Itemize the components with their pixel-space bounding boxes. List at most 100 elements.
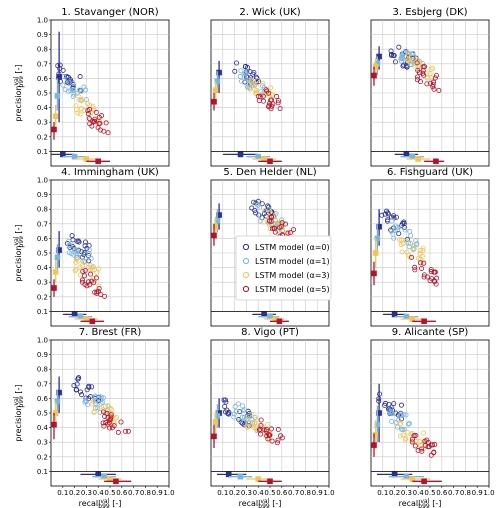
precision-median-marker <box>372 63 379 70</box>
x-tick-label: 0.7 <box>288 489 299 497</box>
x-tick-label: 0.9 <box>312 489 323 497</box>
precision-median-marker <box>54 398 61 405</box>
data-point <box>431 278 437 284</box>
x-label-sub: p99 <box>98 503 110 508</box>
data-point <box>263 213 269 219</box>
y-tick-label: 0.9 <box>37 31 48 39</box>
data-point <box>291 227 297 233</box>
data-point <box>418 260 424 266</box>
data-point <box>237 418 243 424</box>
data-point <box>80 268 86 274</box>
data-point <box>424 81 430 87</box>
recall-median-marker <box>403 473 410 480</box>
subplot-1: 1. Stavanger (NOR) 0.1 0.2 0.3 0.4 0.5 0.6 0.7 0… <box>13 7 170 167</box>
data-point <box>264 433 270 439</box>
data-point <box>255 93 261 99</box>
data-point <box>247 77 253 83</box>
data-point <box>236 417 242 423</box>
y-label-sub: p99 <box>18 236 25 248</box>
data-point <box>407 62 413 68</box>
data-point <box>231 414 237 420</box>
data-point <box>226 411 232 417</box>
legend-box <box>235 235 332 301</box>
data-point <box>261 208 267 214</box>
data-point <box>92 118 98 124</box>
x-tick-label: 0.6 <box>436 489 448 497</box>
x-tick-label: 1.0 <box>163 489 174 497</box>
data-point <box>226 409 232 415</box>
recall-median-marker <box>83 316 90 322</box>
data-point <box>421 72 427 78</box>
x-tick-label: 0.6 <box>116 489 128 497</box>
data-point <box>244 74 250 80</box>
data-point <box>430 79 436 85</box>
x-label-sub: p99 <box>258 503 270 508</box>
data-point <box>82 267 88 273</box>
data-point <box>253 88 259 94</box>
x-tick-label: 0.5 <box>424 489 435 497</box>
data-point <box>102 293 108 299</box>
data-point <box>96 283 102 289</box>
data-point <box>391 401 397 407</box>
data-point <box>270 101 276 107</box>
data-point <box>413 238 419 244</box>
y-tick-label: 0.7 <box>37 380 48 388</box>
precision-median-marker <box>212 87 219 93</box>
data-point <box>266 90 272 96</box>
precision-median-marker <box>376 223 382 230</box>
data-point <box>407 229 413 235</box>
subplot-title: 2. Wick (UK) <box>239 7 300 18</box>
data-point <box>89 264 95 270</box>
y-tick-label: 0.6 <box>37 395 49 403</box>
data-point <box>414 74 420 80</box>
data-point <box>397 224 403 230</box>
data-point <box>399 52 405 58</box>
x-axis-label: recallval p99 [-] <box>239 498 282 508</box>
legend-marker <box>242 285 250 293</box>
data-point <box>404 430 410 436</box>
data-point <box>80 263 86 269</box>
subplot-title: 9. Alicante (SP) <box>392 327 469 338</box>
subplot-title: 1. Stavanger (NOR) <box>61 7 158 18</box>
data-point <box>415 448 421 454</box>
legend-marker <box>242 243 250 251</box>
data-point <box>260 98 266 104</box>
data-point <box>388 228 394 234</box>
precision-median-marker <box>214 413 221 419</box>
legend-label: LSTM model (α=3) <box>255 271 330 280</box>
data-point <box>421 430 427 436</box>
data-point <box>402 227 408 233</box>
x-tick-label: 1.0 <box>323 489 334 497</box>
data-point <box>90 103 96 109</box>
y-tick-label: 0.8 <box>37 46 48 54</box>
data-point <box>415 57 421 63</box>
y-label-unit: [-] <box>14 224 23 236</box>
data-point <box>234 60 240 66</box>
precision-median-marker <box>374 235 381 242</box>
data-point <box>251 199 257 205</box>
data-point <box>419 63 425 69</box>
data-point <box>263 87 269 93</box>
data-point <box>424 274 430 280</box>
data-point <box>275 427 281 433</box>
data-point <box>402 50 408 56</box>
data-point <box>403 238 409 244</box>
data-point <box>222 403 228 409</box>
precision-median-marker <box>211 433 217 440</box>
recall-median-marker <box>95 158 101 165</box>
data-point <box>244 68 250 74</box>
data-point <box>430 82 436 88</box>
recall-median-marker <box>89 318 96 325</box>
data-point <box>75 110 81 116</box>
x-tick-label: 1.0 <box>483 489 494 497</box>
y-tick-label: 0.9 <box>37 351 48 359</box>
data-point <box>69 243 75 249</box>
y-tick-label: 0.1 <box>37 148 48 156</box>
y-label-main: precision <box>14 405 23 441</box>
data-point <box>76 375 82 381</box>
data-point <box>395 417 401 423</box>
y-label-main: precision <box>14 85 23 121</box>
x-tick-label: 0.8 <box>300 489 311 497</box>
data-point <box>259 201 265 207</box>
data-point <box>247 86 253 92</box>
